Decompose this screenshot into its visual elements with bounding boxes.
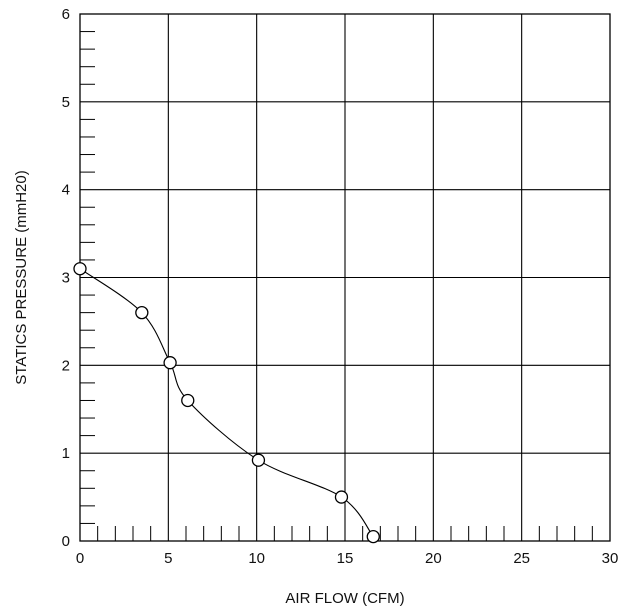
y-tick-label: 0	[62, 533, 70, 550]
y-tick-label: 6	[62, 6, 70, 23]
grid	[80, 14, 610, 541]
minor-ticks	[80, 31, 593, 541]
data-point	[251, 453, 266, 467]
y-axis-title: STATICS PRESSURE (mmH20)	[13, 170, 30, 384]
x-tick-label: 20	[425, 550, 442, 567]
x-axis-title: AIR FLOW (CFM)	[285, 590, 404, 607]
y-tick-label: 4	[62, 182, 70, 199]
y-tick-label: 5	[62, 94, 70, 111]
x-tick-label: 25	[513, 550, 530, 567]
data-point	[366, 529, 380, 544]
y-tick-label: 3	[62, 270, 70, 287]
data-point	[163, 356, 177, 370]
data-point	[334, 490, 349, 504]
y-tick-labels: 0 1 2 3 4 5 6	[62, 6, 70, 550]
x-tick-labels: 0 5 10 15 20 25 30	[76, 550, 619, 567]
data-point	[135, 305, 149, 320]
y-tick-label: 2	[62, 357, 70, 374]
data-point	[73, 262, 87, 276]
x-tick-label: 15	[337, 550, 354, 567]
x-tick-label: 10	[248, 550, 265, 567]
data-points	[73, 262, 380, 544]
plot-frame	[79, 13, 611, 542]
series-line	[79, 268, 374, 537]
x-tick-label: 0	[76, 550, 84, 567]
y-tick-label: 1	[62, 445, 70, 462]
x-tick-label: 30	[602, 550, 619, 567]
x-tick-label: 5	[164, 550, 172, 567]
data-point	[181, 393, 195, 408]
